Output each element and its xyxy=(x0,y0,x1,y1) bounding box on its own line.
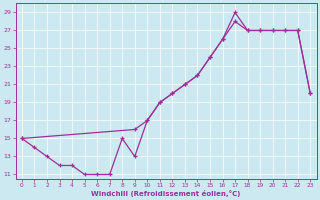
X-axis label: Windchill (Refroidissement éolien,°C): Windchill (Refroidissement éolien,°C) xyxy=(92,190,241,197)
